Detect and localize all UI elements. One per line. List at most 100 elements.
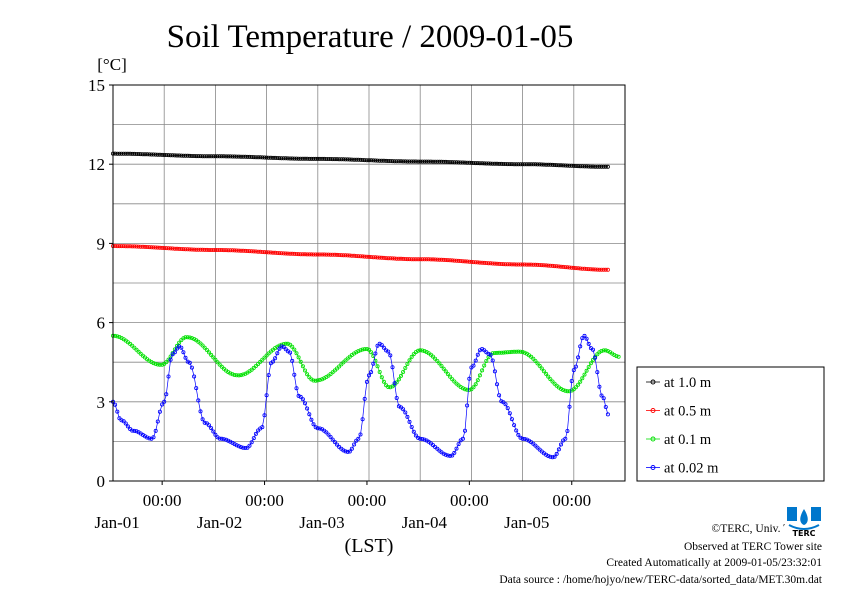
data-point bbox=[544, 162, 549, 167]
data-point bbox=[424, 257, 429, 262]
data-point bbox=[529, 354, 534, 359]
data-point bbox=[524, 262, 529, 267]
data-point bbox=[386, 384, 391, 389]
x-tick-date-label: Jan-05 bbox=[504, 513, 549, 532]
data-point bbox=[439, 363, 444, 368]
data-point bbox=[339, 253, 344, 258]
data-point bbox=[439, 257, 444, 262]
data-point bbox=[597, 384, 602, 389]
data-point bbox=[183, 247, 188, 252]
data-point bbox=[603, 267, 608, 272]
data-point bbox=[373, 351, 378, 356]
data-point bbox=[381, 379, 386, 384]
data-point bbox=[189, 336, 194, 341]
data-point bbox=[330, 252, 335, 257]
data-point bbox=[388, 353, 393, 358]
data-point bbox=[115, 334, 120, 339]
data-point bbox=[245, 248, 250, 253]
data-point bbox=[294, 156, 299, 161]
data-point bbox=[302, 156, 307, 161]
data-point bbox=[251, 155, 256, 160]
data-point bbox=[136, 244, 141, 249]
data-point bbox=[554, 163, 559, 168]
data-point bbox=[241, 445, 246, 450]
data-point bbox=[475, 260, 480, 265]
data-point bbox=[296, 393, 301, 398]
data-point bbox=[505, 350, 510, 355]
data-point bbox=[334, 252, 339, 257]
data-point bbox=[501, 350, 506, 355]
data-point bbox=[198, 341, 203, 346]
data-point bbox=[458, 258, 463, 263]
data-point bbox=[550, 162, 555, 167]
data-point bbox=[172, 153, 177, 158]
data-point bbox=[125, 244, 130, 249]
data-point bbox=[416, 257, 421, 262]
data-point bbox=[164, 360, 169, 365]
data-point bbox=[390, 256, 395, 261]
data-point bbox=[313, 156, 318, 161]
data-point bbox=[115, 409, 120, 414]
data-point bbox=[232, 372, 237, 377]
data-point bbox=[234, 248, 239, 253]
data-point bbox=[499, 161, 504, 166]
data-point bbox=[349, 157, 354, 162]
legend-label: at 0.02 m bbox=[664, 461, 719, 477]
data-point bbox=[285, 156, 290, 161]
data-point bbox=[181, 153, 186, 158]
data-point bbox=[277, 251, 282, 256]
data-point bbox=[416, 435, 421, 440]
data-point bbox=[298, 156, 303, 161]
data-point bbox=[256, 155, 261, 160]
data-point bbox=[347, 449, 352, 454]
legend-swatch-marker bbox=[650, 379, 656, 385]
data-point bbox=[311, 156, 316, 161]
data-point bbox=[565, 389, 570, 394]
data-point bbox=[330, 437, 335, 442]
data-point bbox=[411, 159, 416, 164]
data-point bbox=[371, 255, 376, 260]
data-point bbox=[524, 437, 529, 442]
data-point bbox=[202, 247, 207, 252]
data-point bbox=[209, 352, 214, 357]
data-point bbox=[375, 343, 380, 348]
data-point bbox=[192, 374, 197, 379]
data-point bbox=[358, 157, 363, 162]
data-point bbox=[153, 152, 158, 157]
data-point bbox=[198, 154, 203, 159]
data-point bbox=[582, 372, 587, 377]
data-point bbox=[166, 153, 171, 158]
data-point bbox=[305, 372, 310, 377]
data-point bbox=[219, 436, 224, 441]
data-point bbox=[573, 364, 578, 369]
data-point bbox=[377, 255, 382, 260]
data-point bbox=[428, 159, 433, 164]
data-point bbox=[614, 354, 619, 359]
data-point bbox=[149, 152, 154, 157]
data-point bbox=[157, 409, 162, 414]
data-point bbox=[520, 436, 525, 441]
data-point bbox=[170, 246, 175, 251]
data-point bbox=[221, 437, 226, 442]
y-tick-label: 12 bbox=[88, 155, 105, 174]
data-point bbox=[375, 364, 380, 369]
data-point bbox=[418, 159, 423, 164]
data-point bbox=[439, 159, 444, 164]
data-point bbox=[288, 350, 293, 355]
data-point bbox=[275, 344, 280, 349]
data-point bbox=[386, 349, 391, 354]
data-point bbox=[512, 262, 517, 267]
data-point bbox=[388, 256, 393, 261]
data-point bbox=[230, 372, 235, 377]
data-point bbox=[379, 158, 384, 163]
data-point bbox=[264, 250, 269, 255]
data-point bbox=[486, 351, 491, 356]
data-point bbox=[586, 341, 591, 346]
data-point bbox=[206, 154, 211, 159]
data-point bbox=[364, 254, 369, 259]
data-point bbox=[315, 156, 320, 161]
data-point bbox=[251, 249, 256, 254]
data-point bbox=[219, 364, 224, 369]
data-point bbox=[484, 358, 489, 363]
series-line bbox=[112, 335, 609, 458]
